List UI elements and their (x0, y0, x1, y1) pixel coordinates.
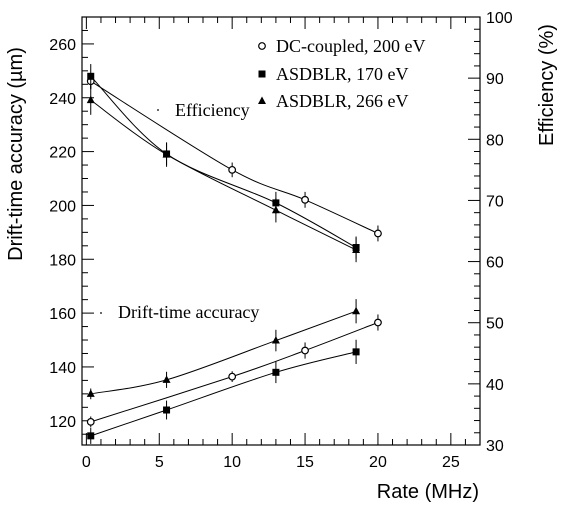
square-marker (352, 348, 360, 356)
triangle-marker (352, 245, 361, 253)
square-marker (87, 432, 95, 440)
x-tick-label: 0 (82, 454, 91, 471)
y-axis-left-label: Drift-time accuracy (µm) (5, 47, 27, 261)
x-tick-label: 20 (369, 454, 387, 471)
legend-triangle-marker (258, 96, 266, 104)
y-right-tick-label: 30 (486, 438, 504, 455)
efficiency-fit-curve (90, 80, 379, 234)
y-axis-right-label: Efficiency (%) (536, 24, 558, 146)
circle-marker (374, 318, 382, 327)
y-right-tick-label: 40 (486, 377, 504, 394)
legend-label-asdblr-266: ASDBLR, 266 eV (276, 91, 409, 111)
annotation-drift-time-accuracy: Drift-time accuracy (118, 302, 259, 322)
data-points (86, 64, 382, 444)
accuracy-fit-curve (90, 351, 357, 437)
triangle-marker (162, 150, 171, 158)
x-tick-label: 10 (223, 454, 241, 471)
x-tick-label: 15 (296, 454, 314, 471)
y-left-tick-label: 260 (49, 37, 76, 54)
circle-marker (86, 417, 95, 426)
plot-frame (81, 16, 481, 446)
y-right-tick-label: 90 (486, 71, 504, 88)
circle-marker (301, 346, 309, 355)
legend-label-dc-coupled: DC-coupled, 200 eV (276, 36, 425, 56)
circle-marker (374, 229, 382, 238)
y-right-tick-label: 70 (486, 193, 504, 210)
y-right-tick-label: 50 (486, 316, 504, 333)
y-left-tick-label: 180 (49, 252, 76, 269)
triangle-marker (271, 336, 280, 344)
triangle-marker (86, 95, 95, 104)
triangle-marker (162, 375, 171, 383)
triangle-marker (352, 306, 361, 315)
square-marker (163, 406, 171, 414)
circle-marker (228, 165, 237, 174)
efficiency-fit-curve (90, 99, 357, 251)
circle-marker (301, 195, 309, 204)
circle-marker (228, 372, 237, 381)
square-marker (87, 72, 95, 80)
y-right-tick-label: 60 (486, 255, 504, 272)
y-left-tick-label: 220 (49, 145, 76, 162)
x-axis-label: Rate (MHz) (377, 481, 479, 503)
annotation-dot (157, 109, 159, 111)
x-tick-label: 5 (155, 454, 164, 471)
efficiency-fit-curve (90, 75, 357, 248)
annotation-dot (100, 312, 102, 314)
y-left-tick-label: 140 (49, 360, 76, 377)
annotation-efficiency: Efficiency (175, 100, 250, 120)
y-right-tick-label: 100 (486, 10, 513, 27)
legend-label-asdblr-170: ASDBLR, 170 eV (276, 64, 409, 84)
y-right-tick-label: 80 (486, 132, 504, 149)
triangle-marker (271, 205, 280, 214)
y-left-tick-label: 120 (49, 414, 76, 431)
accuracy-fit-curve (90, 322, 379, 423)
legend-circle-marker (258, 42, 266, 50)
y-left-tick-label: 240 (49, 91, 76, 108)
y-left-tick-label: 200 (49, 198, 76, 215)
axis-ticks: 0 5 10 15 20 25 120 140 160 180 200 220 240 260 30 40 50… (49, 10, 513, 471)
accuracy-fit-curve (90, 310, 357, 395)
x-tick-label: 25 (442, 454, 460, 471)
legend: DC-coupled, 200 eV ASDBLR, 170 eV ASDBLR… (258, 36, 425, 111)
legend-square-marker (258, 70, 266, 78)
square-marker (272, 368, 280, 376)
y-left-tick-label: 160 (49, 306, 76, 323)
fit-curves (90, 75, 379, 437)
triangle-marker (86, 389, 95, 397)
